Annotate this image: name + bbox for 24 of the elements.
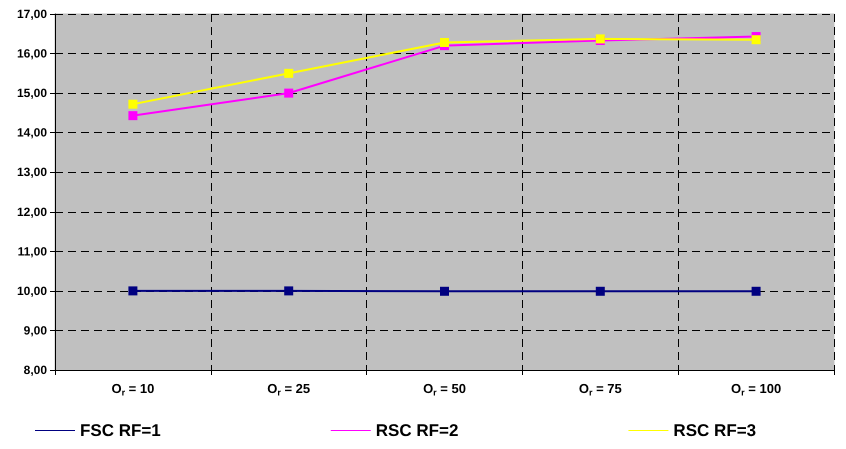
- point: [128, 100, 138, 109]
- point: [284, 88, 294, 98]
- legend-label: RSC RF=2: [376, 421, 458, 440]
- y-tick-label: 12,00: [16, 204, 48, 219]
- point: [128, 111, 138, 120]
- y-tick-label: 9,00: [24, 323, 48, 338]
- y-tick-label: 11,00: [18, 244, 48, 258]
- y-tick-label: 13,00: [16, 165, 48, 180]
- legend-label: FSC RF=1: [80, 421, 161, 440]
- point: [440, 38, 449, 47]
- point: [128, 286, 138, 296]
- point: [440, 286, 449, 296]
- y-tick-label: 10,00: [16, 284, 48, 298]
- point: [596, 286, 605, 296]
- point: [284, 286, 294, 296]
- y-tick-label: 16,00: [16, 46, 48, 61]
- y-tick-label: 15,00: [16, 86, 48, 100]
- y-tick-label: 8,00: [24, 363, 48, 377]
- legend-label: RSC RF=3: [673, 421, 756, 440]
- y-tick-label: 17,00: [16, 7, 48, 21]
- point: [284, 68, 294, 78]
- y-tick-label: 14,00: [16, 126, 48, 140]
- point: [752, 286, 761, 296]
- point: [752, 35, 761, 44]
